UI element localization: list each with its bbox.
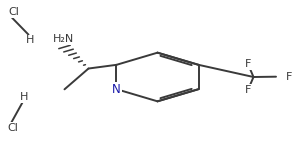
Text: F: F [245, 59, 251, 69]
Text: F: F [245, 85, 251, 95]
Text: H₂N: H₂N [52, 34, 74, 44]
Text: H: H [20, 92, 28, 102]
Text: Cl: Cl [8, 123, 18, 133]
Text: F: F [286, 72, 292, 82]
Text: N: N [112, 83, 121, 96]
Text: H: H [26, 35, 34, 45]
Text: Cl: Cl [8, 7, 19, 17]
